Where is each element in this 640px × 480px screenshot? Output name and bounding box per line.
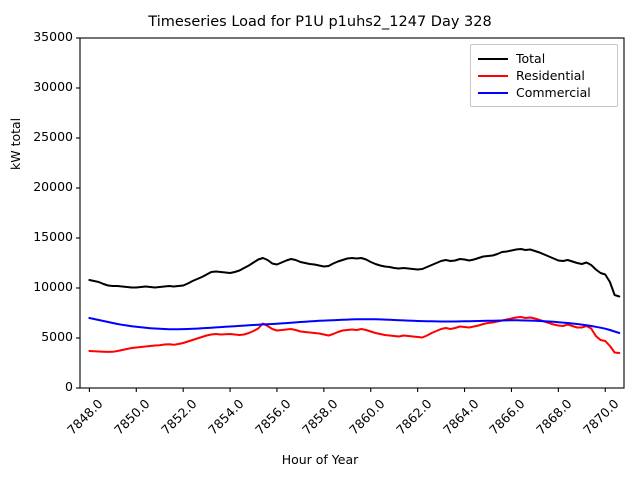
- axis-ticks: [76, 37, 606, 392]
- y-tick-label: 35000: [33, 29, 73, 44]
- y-tick-label: 5000: [41, 329, 73, 344]
- legend-line-swatch: [478, 74, 508, 77]
- y-tick-label: 15000: [33, 229, 73, 244]
- y-tick-label: 20000: [33, 179, 73, 194]
- y-tick-label: 25000: [33, 129, 73, 144]
- legend-line-swatch: [478, 57, 508, 60]
- y-tick-label: 0: [65, 379, 73, 394]
- data-lines: [88, 248, 621, 354]
- legend: Total Residential Commercial: [470, 44, 618, 107]
- y-tick-label: 10000: [33, 279, 73, 294]
- legend-line-swatch: [478, 91, 508, 94]
- legend-item[interactable]: Commercial: [478, 84, 608, 101]
- legend-item[interactable]: Residential: [478, 67, 608, 84]
- legend-label: Commercial: [516, 85, 591, 100]
- legend-label: Residential: [516, 68, 585, 83]
- x-axis-label: Hour of Year: [281, 452, 359, 467]
- legend-label: Total: [516, 51, 546, 66]
- axes-spines: [79, 37, 625, 389]
- legend-item[interactable]: Total: [478, 50, 608, 67]
- y-tick-label: 30000: [33, 79, 73, 94]
- chart-title: Timeseries Load for P1U p1uhs2_1247 Day …: [148, 14, 492, 30]
